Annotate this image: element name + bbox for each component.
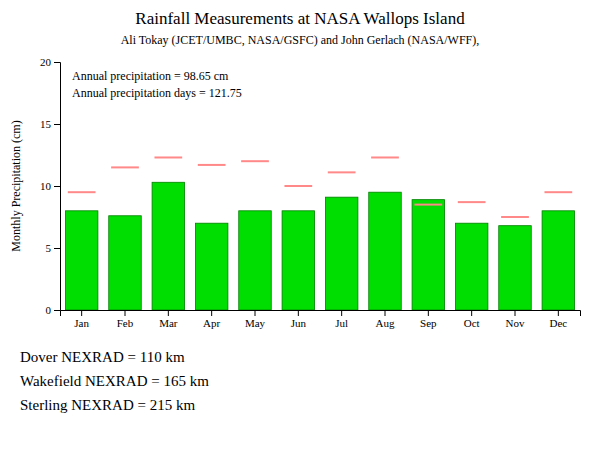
level-line: [458, 201, 486, 203]
y-tick-mark: [54, 62, 60, 63]
subtitle: Ali Tokay (JCET/UMBC, NASA/GSFC) and Joh…: [121, 33, 480, 47]
y-tick-mark: [54, 248, 60, 249]
x-tick-mark: [255, 310, 256, 316]
level-line: [68, 191, 96, 193]
annotation: Dover NEXRAD = 110 km: [20, 349, 185, 365]
x-tick-label: Jul: [335, 317, 348, 329]
level-line: [111, 166, 139, 168]
x-tick-mark: [558, 310, 559, 316]
annotation: Wakefield NEXRAD = 165 km: [20, 373, 209, 389]
bar: [65, 211, 98, 310]
bar: [195, 223, 228, 310]
x-tick: Jun: [291, 310, 307, 329]
x-tick: Dec: [549, 310, 567, 329]
bar: [455, 223, 488, 310]
x-tick-label: Dec: [549, 317, 567, 329]
y-tick-label: 15: [40, 118, 52, 130]
x-tick-label: Mar: [159, 317, 178, 329]
y-axis: 0 5 10 15 20: [40, 56, 61, 316]
level-line: [154, 156, 182, 158]
x-tick: Feb: [117, 310, 134, 329]
x-tick: Aug: [376, 310, 395, 329]
x-tick: Oct: [464, 310, 480, 329]
y-tick-mark: [54, 124, 60, 125]
y-tick: 0: [46, 304, 61, 316]
level-line: [328, 171, 356, 173]
level-line: [501, 216, 529, 218]
x-tick: Nov: [506, 310, 525, 329]
bar: [152, 182, 185, 310]
y-tick: 10: [40, 180, 60, 192]
level-line: [241, 160, 269, 162]
x-tick-mark: [471, 310, 472, 316]
x-tick: Jan: [74, 310, 89, 329]
x-tick-mark: [385, 310, 386, 316]
x-tick: Mar: [159, 310, 178, 329]
y-tick-mark: [54, 310, 60, 311]
x-tick-mark: [125, 310, 126, 316]
annotation: Annual precipitation days = 121.75: [72, 86, 242, 100]
x-tick: Sep: [420, 310, 437, 329]
x-tick: Apr: [203, 310, 220, 329]
x-tick-label: May: [245, 317, 266, 329]
x-tick-label: Sep: [420, 317, 437, 329]
x-tick-mark: [341, 310, 342, 316]
bar: [282, 211, 315, 310]
x-tick-mark: [211, 310, 212, 316]
y-tick-label: 0: [46, 304, 52, 316]
level-line: [544, 191, 572, 193]
x-tick-mark: [81, 310, 82, 316]
x-tick-mark: [428, 310, 429, 316]
series: [65, 182, 574, 310]
x-tick-mark: [515, 310, 516, 316]
x-tick-mark: [168, 310, 169, 316]
y-tick: 15: [40, 118, 60, 130]
chart: Rainfall Measurements at NASA Wallops Is…: [0, 0, 600, 450]
bar: [109, 216, 142, 310]
y-tick: 20: [40, 56, 60, 68]
annotation: Annual precipitation = 98.65 cm: [72, 69, 229, 83]
bar: [412, 200, 445, 310]
x-tick-label: Aug: [376, 317, 395, 329]
y-tick-label: 10: [40, 180, 52, 192]
x-tick-label: Nov: [506, 317, 525, 329]
y-tick-mark: [54, 186, 60, 187]
x-axis: Jan Feb Mar Apr May Jun Jul Aug Sep Oct Nov Dec: [61, 310, 581, 329]
y-tick-label: 20: [40, 56, 52, 68]
y-axis-line: [54, 63, 61, 311]
annotation: Sterling NEXRAD = 215 km: [20, 397, 195, 413]
x-tick-mark: [298, 310, 299, 316]
level-line: [284, 185, 312, 187]
x-tick-label: Feb: [117, 317, 134, 329]
y-tick-label: 5: [46, 242, 52, 254]
level-line: [198, 164, 226, 166]
x-tick: Jul: [335, 310, 348, 329]
series: [68, 157, 572, 217]
x-tick: May: [245, 310, 266, 329]
level-line: [371, 156, 399, 158]
x-axis-line: [61, 311, 581, 317]
x-tick-label: Jan: [74, 317, 89, 329]
y-axis-title: Monthly Precipitation (cm): [9, 120, 23, 251]
bar: [499, 226, 532, 310]
bar: [369, 192, 402, 310]
bar: [325, 197, 358, 310]
x-tick-label: Oct: [464, 317, 480, 329]
x-tick-label: Apr: [203, 317, 220, 329]
x-tick-label: Jun: [291, 317, 307, 329]
bar: [542, 211, 575, 310]
bar: [239, 211, 272, 310]
marks: [65, 157, 574, 310]
plot: Jan Feb Mar Apr May Jun Jul Aug Sep Oct Nov Dec 0 5 10…: [9, 56, 581, 329]
title: Rainfall Measurements at NASA Wallops Is…: [135, 9, 465, 28]
y-tick: 5: [46, 242, 61, 254]
level-line: [414, 204, 442, 206]
